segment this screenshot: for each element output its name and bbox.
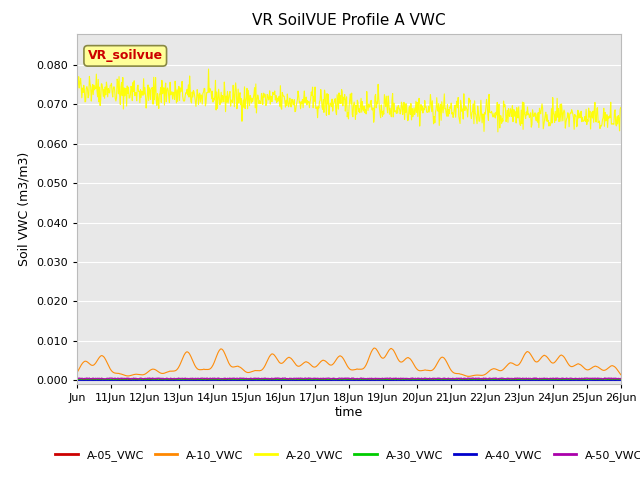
Y-axis label: Soil VWC (m3/m3): Soil VWC (m3/m3) [17,152,31,266]
X-axis label: time: time [335,406,363,419]
Text: VR_soilvue: VR_soilvue [88,49,163,62]
Title: VR SoilVUE Profile A VWC: VR SoilVUE Profile A VWC [252,13,445,28]
Legend: A-05_VWC, A-10_VWC, A-20_VWC, A-30_VWC, A-40_VWC, A-50_VWC: A-05_VWC, A-10_VWC, A-20_VWC, A-30_VWC, … [51,445,640,466]
